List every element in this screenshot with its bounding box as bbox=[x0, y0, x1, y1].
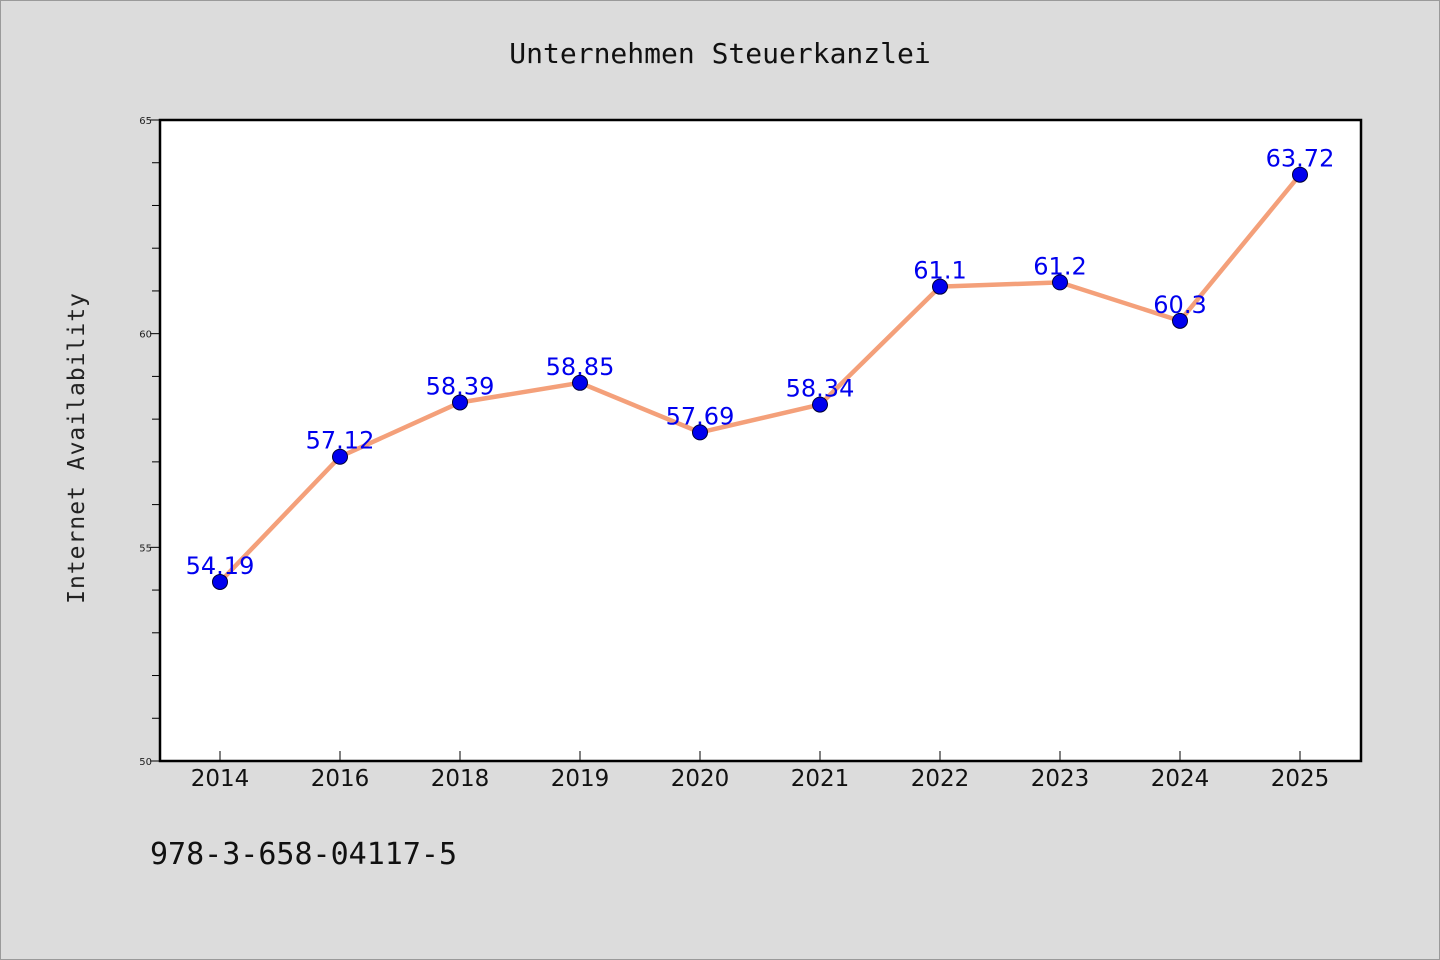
data-label: 57.69 bbox=[666, 402, 735, 430]
chart-title: Unternehmen Steuerkanzlei bbox=[509, 37, 930, 70]
x-tick-label: 2025 bbox=[1271, 766, 1330, 792]
data-label: 58.85 bbox=[546, 353, 615, 381]
data-point bbox=[1172, 312, 1188, 329]
data-label: 61.1 bbox=[913, 257, 966, 285]
data-point bbox=[332, 448, 348, 465]
y-tick-label: 60 bbox=[139, 330, 152, 341]
series-line bbox=[217, 172, 1303, 585]
x-tick-label: 2023 bbox=[1031, 766, 1090, 792]
footnote-isbn: 978-3-658-04117-5 bbox=[150, 837, 457, 872]
x-tick-label: 2014 bbox=[191, 766, 250, 792]
data-point bbox=[692, 424, 708, 441]
x-axis: 2014 2016 2018 2019 2020 2021 2022 2023 2024 2025 bbox=[191, 751, 1330, 792]
x-tick-label: 2018 bbox=[431, 766, 490, 792]
y-tick-label: 55 bbox=[139, 543, 152, 554]
data-label: 57.12 bbox=[306, 427, 375, 455]
data-label: 58.34 bbox=[786, 375, 855, 403]
data-point bbox=[1052, 274, 1068, 291]
series-layer bbox=[212, 166, 1308, 590]
data-point bbox=[1292, 166, 1308, 183]
x-tick-label: 2024 bbox=[1151, 766, 1210, 792]
data-point bbox=[812, 396, 828, 413]
y-axis: 50 55 60 65 bbox=[139, 116, 160, 768]
data-label: 54.19 bbox=[186, 552, 255, 580]
y-tick-label: 65 bbox=[139, 116, 152, 127]
data-label: 60.3 bbox=[1153, 291, 1206, 319]
plot-area bbox=[158, 118, 1363, 763]
x-tick-label: 2020 bbox=[671, 766, 730, 792]
data-label: 58.39 bbox=[426, 372, 495, 400]
x-tick-label: 2019 bbox=[551, 766, 610, 792]
data-labels: 54.19 57.12 58.39 58.85 57.69 58.34 61.1 61.2 60… bbox=[186, 145, 1335, 580]
x-tick-label: 2022 bbox=[911, 766, 970, 792]
data-point bbox=[452, 394, 468, 411]
x-tick-label: 2021 bbox=[791, 766, 850, 792]
x-tick-label: 2016 bbox=[311, 766, 370, 792]
y-axis-label: Internet Availability bbox=[64, 292, 90, 604]
data-label: 61.2 bbox=[1033, 252, 1086, 280]
data-label: 63.72 bbox=[1266, 145, 1335, 173]
data-point bbox=[212, 573, 228, 590]
y-tick-label: 50 bbox=[139, 757, 152, 768]
data-point bbox=[932, 278, 948, 295]
data-point bbox=[572, 374, 588, 391]
